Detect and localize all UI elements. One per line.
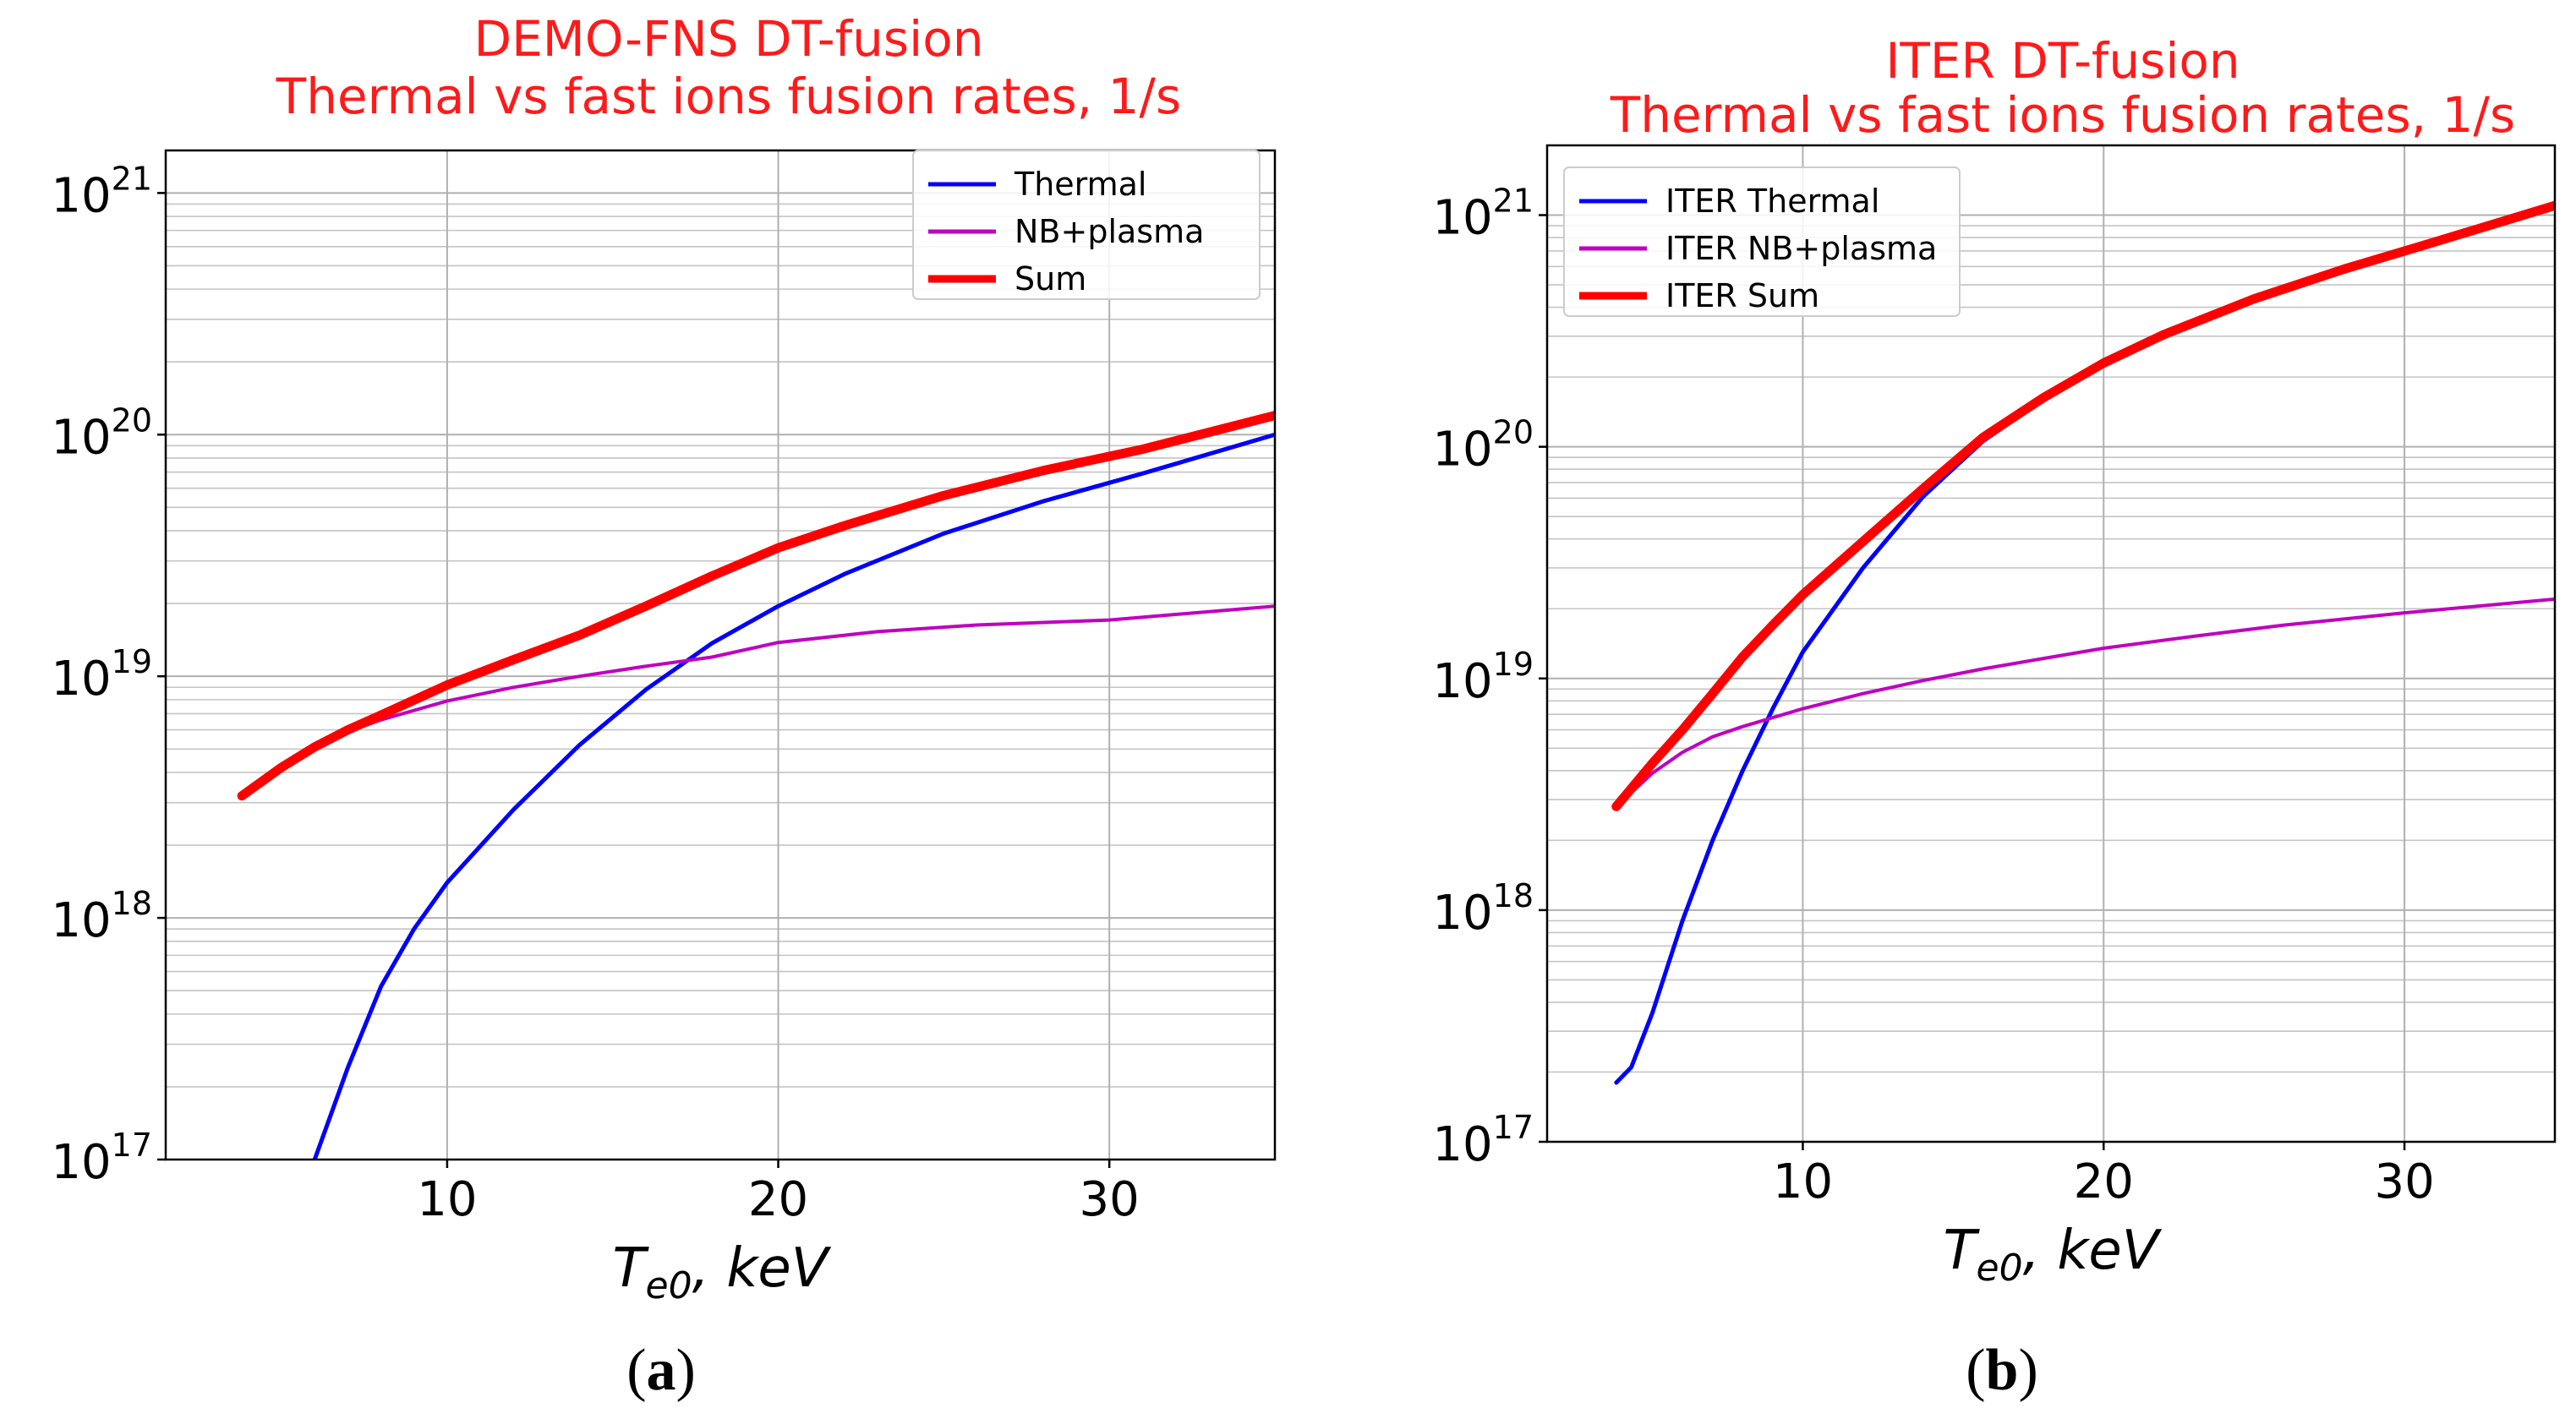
x-axis-label: Te0, keV — [612, 1237, 831, 1307]
chart-iter: ITER DT-fusion Thermal vs fast ions fusi… — [1432, 32, 2557, 1403]
legend-box — [1563, 166, 1961, 317]
y-tick-label: 1017 — [51, 1127, 152, 1190]
x-axis-label: Te0, keV — [1943, 1220, 2162, 1290]
chart-demo-fns: DEMO-FNS DT-fusion Thermal vs fast ions … — [51, 10, 1277, 1403]
legend-label: ITER Sum — [1665, 277, 1819, 314]
legend-label: Thermal — [1014, 166, 1147, 203]
chart-subtitle: Thermal vs fast ions fusion rates, 1/s — [276, 68, 1181, 125]
y-tick-label: 1020 — [51, 401, 152, 465]
series-line-iter-sum — [1611, 200, 2555, 811]
legend: ITER Thermal ITER NB+plasma ITER Sum — [1563, 166, 1961, 317]
y-tick-label: 1017 — [1432, 1109, 1534, 1172]
series-line-thermal — [312, 432, 1275, 1160]
y-tick-label: 1021 — [1432, 183, 1534, 246]
legend-label: NB+plasma — [1015, 213, 1204, 250]
legend-label: ITER Thermal — [1665, 183, 1879, 220]
x-tick-label: 20 — [748, 1172, 808, 1227]
panel-label: (a) — [626, 1338, 696, 1403]
y-tick-label: 1019 — [51, 643, 152, 707]
x-tick-label: 30 — [2374, 1154, 2434, 1209]
legend-box — [912, 150, 1261, 300]
y-tick-label: 1021 — [51, 160, 152, 223]
chart-title: DEMO-FNS DT-fusion — [474, 10, 984, 68]
panel-label: (b) — [1966, 1338, 2038, 1403]
plot-frame — [1545, 144, 2557, 1143]
plot-frame — [164, 149, 1277, 1161]
series-group — [1611, 200, 2555, 1085]
x-tick-label: 10 — [1773, 1154, 1833, 1209]
y-tick-label: 1020 — [1432, 414, 1534, 478]
legend: Thermal NB+plasma Sum — [912, 150, 1261, 300]
y-tick-label: 1018 — [1432, 877, 1534, 941]
y-tick-label: 1019 — [1432, 646, 1534, 709]
series-line-sum — [237, 411, 1275, 801]
series-line-iter-nb-plasma — [1614, 597, 2555, 809]
legend-label: ITER NB+plasma — [1665, 230, 1937, 267]
legend-label: Sum — [1015, 260, 1086, 297]
series-line-nb-plasma — [240, 604, 1275, 798]
grid — [166, 150, 1275, 1160]
x-tick-label: 10 — [417, 1172, 477, 1227]
series-group — [237, 411, 1275, 1160]
x-tick-label: 30 — [1080, 1172, 1140, 1227]
y-tick-label: 1018 — [51, 885, 152, 948]
chart-title: ITER DT-fusion — [1885, 32, 2240, 90]
chart-subtitle: Thermal vs fast ions fusion rates, 1/s — [1610, 86, 2515, 144]
x-tick-label: 20 — [2074, 1154, 2134, 1209]
